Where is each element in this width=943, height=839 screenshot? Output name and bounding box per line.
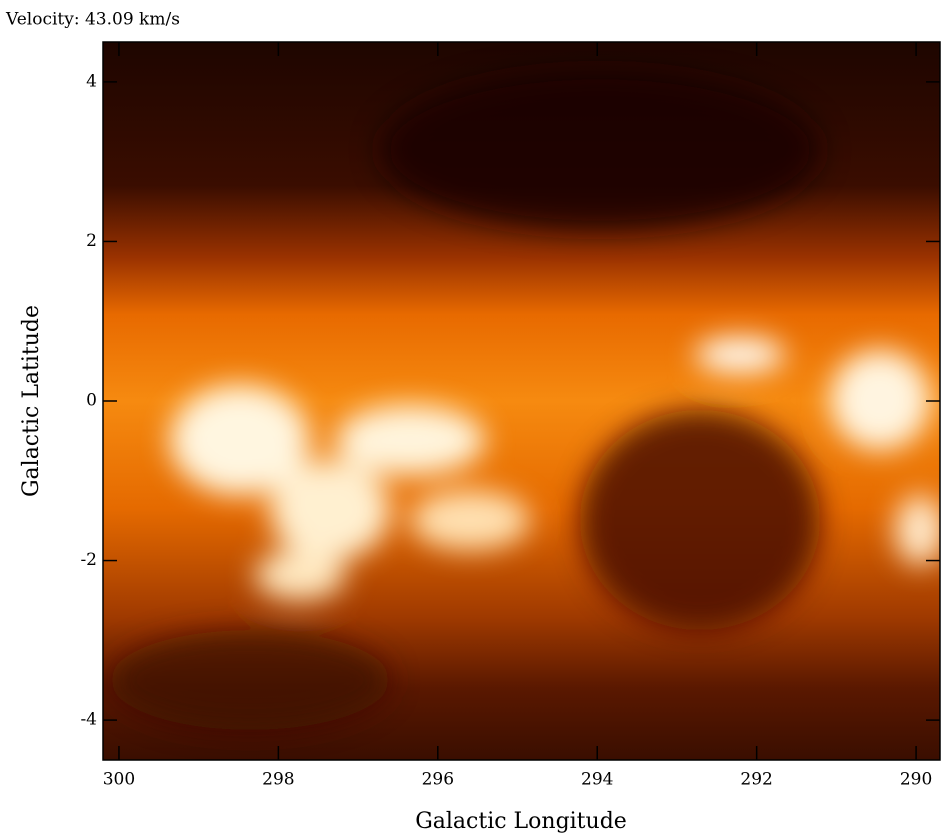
- intensity-map: [103, 42, 940, 760]
- x-tick-label: 292: [740, 770, 772, 790]
- chart-title: Velocity: 43.09 km/s: [5, 10, 180, 30]
- y-tick-label: 0: [86, 391, 97, 411]
- y-tick-label: 2: [86, 231, 97, 251]
- y-axis-label: Galactic Latitude: [19, 305, 44, 497]
- y-tick-label: 4: [86, 71, 97, 91]
- x-tick-label: 296: [422, 770, 454, 790]
- x-axis-label: Galactic Longitude: [415, 809, 627, 834]
- x-tick-label: 298: [262, 770, 294, 790]
- x-tick-label: 294: [581, 770, 613, 790]
- y-tick-label: -4: [80, 710, 97, 730]
- x-tick-label: 290: [900, 770, 932, 790]
- x-tick-label: 300: [103, 770, 135, 790]
- y-tick-label: -2: [80, 550, 97, 570]
